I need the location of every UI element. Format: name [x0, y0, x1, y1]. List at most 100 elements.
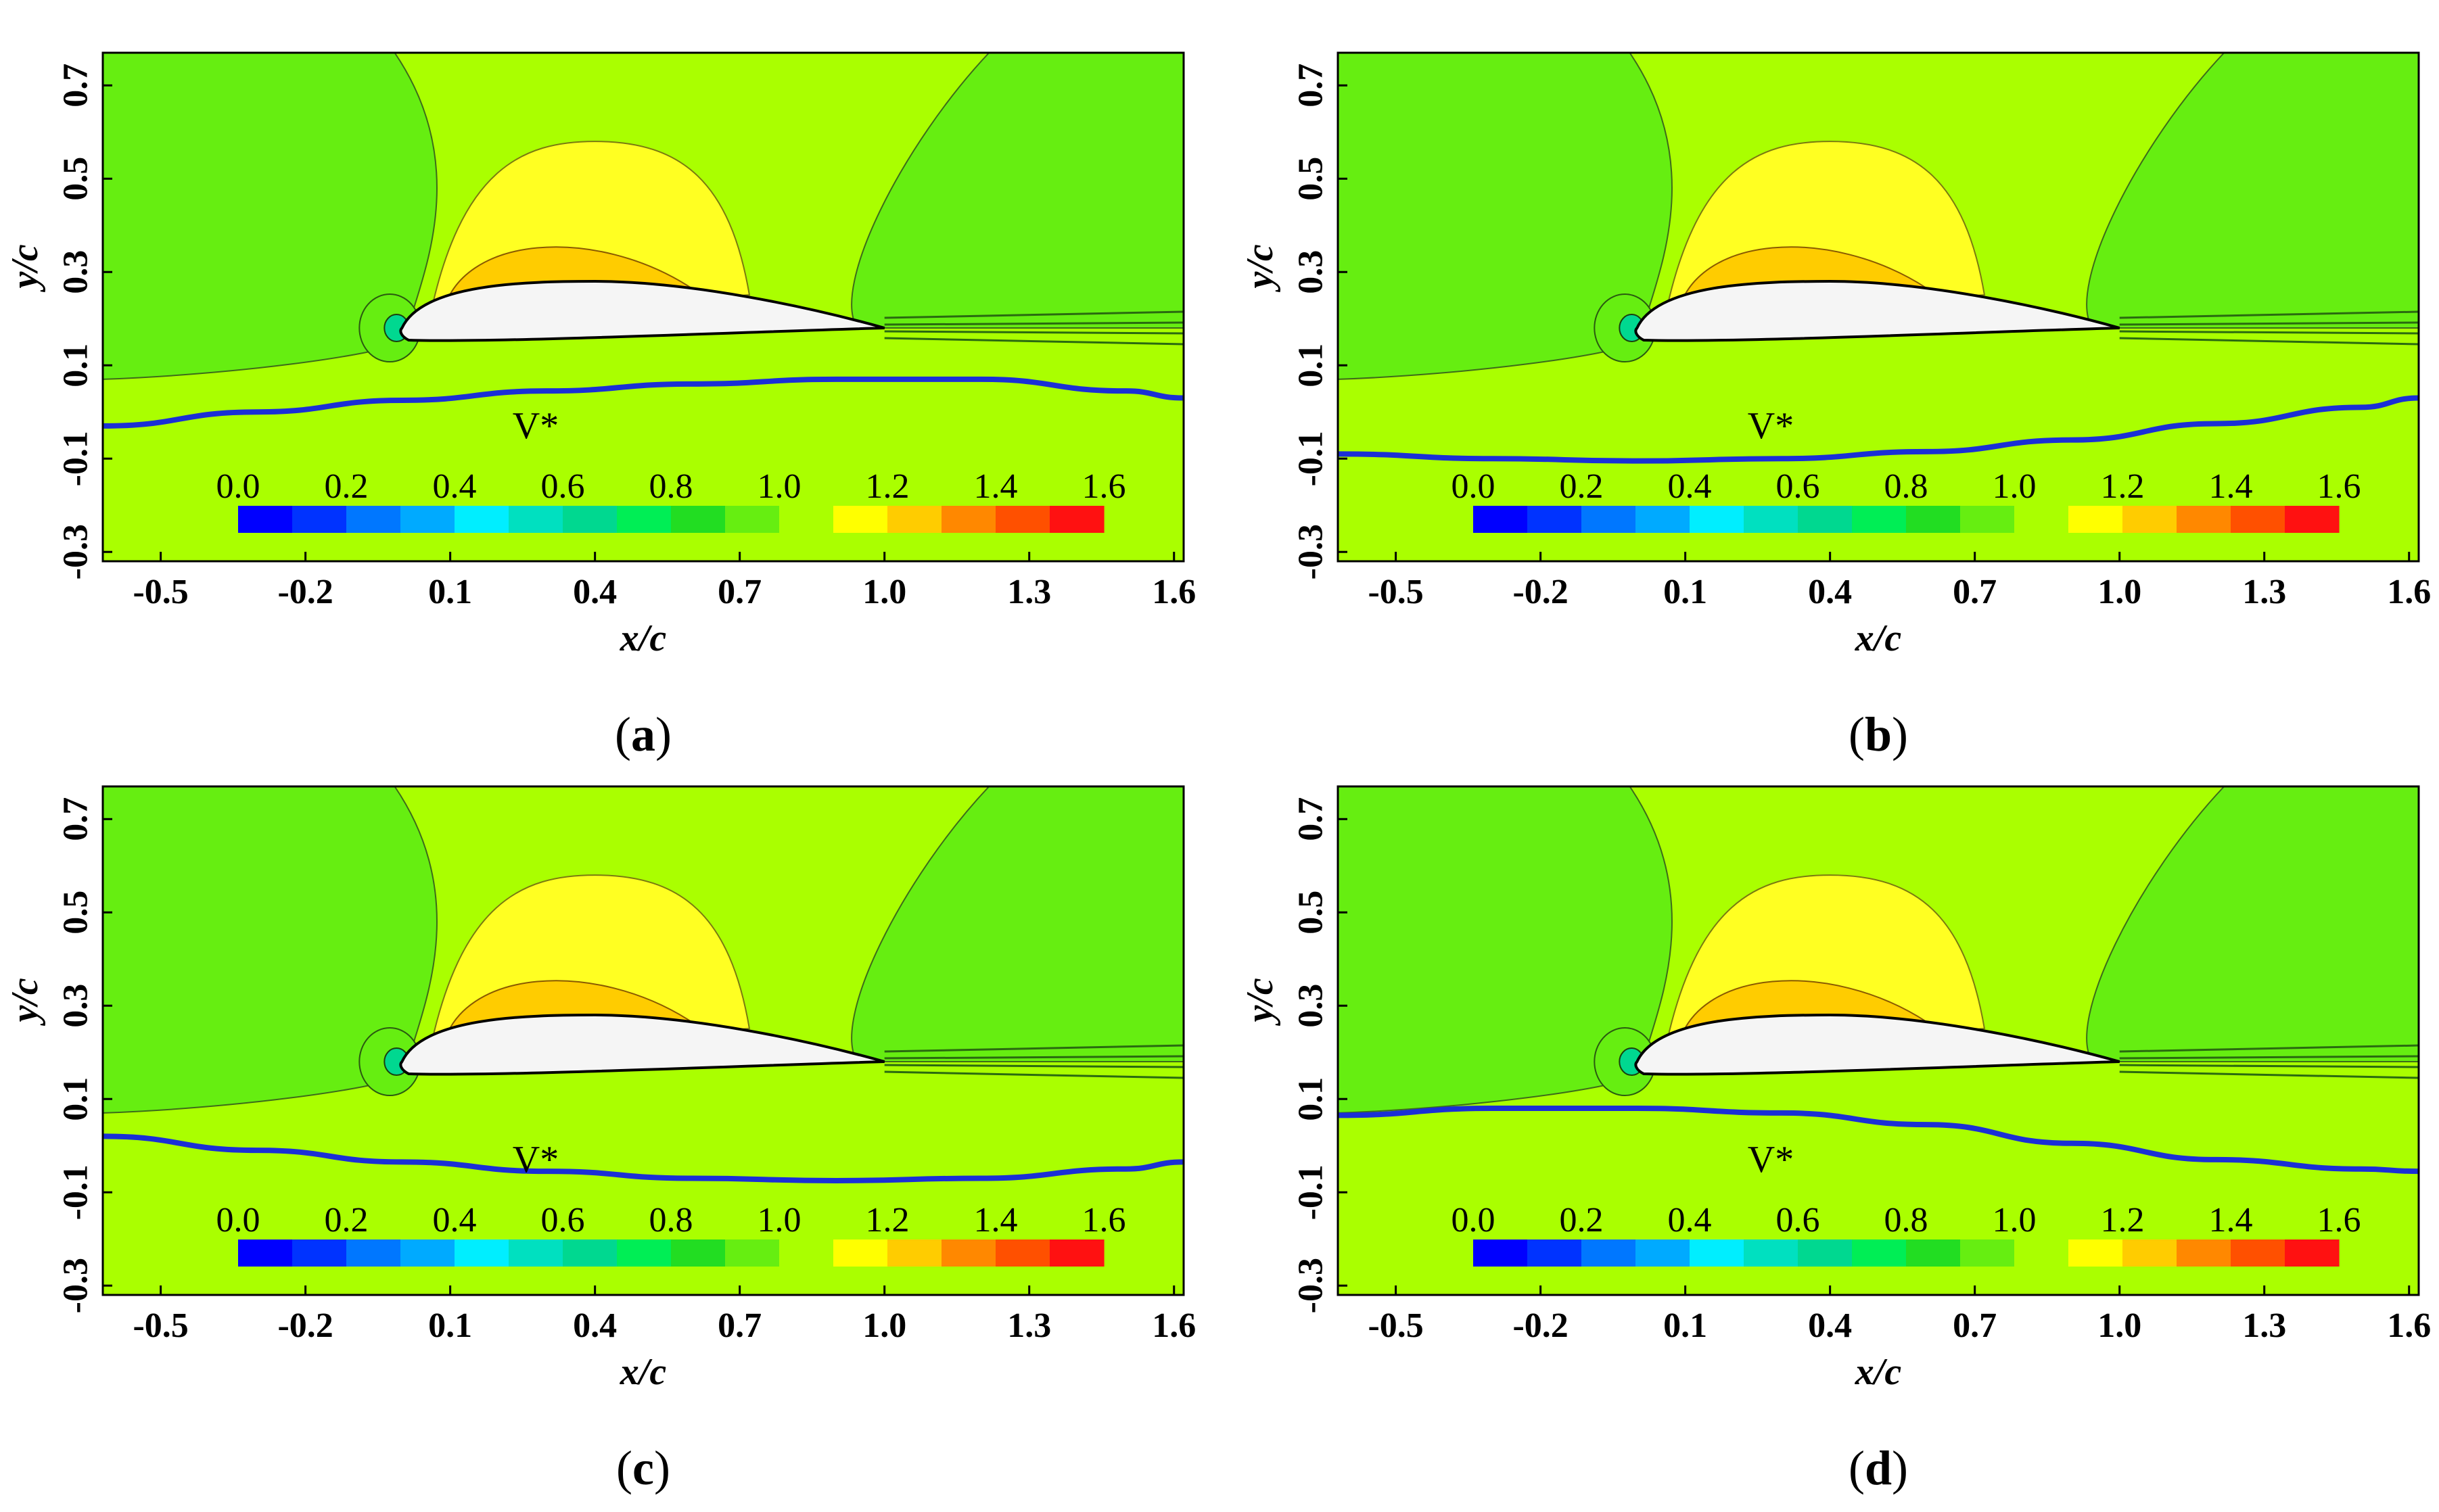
y-tick-label: 0.1 — [1292, 344, 1330, 387]
colorbar-tick-label: 0.2 — [325, 467, 369, 506]
y-tick-label: 0.7 — [1292, 797, 1330, 841]
colorbar-swatch — [1960, 506, 2015, 533]
colorbar-swatch — [400, 506, 455, 533]
colorbar-swatch — [617, 506, 672, 533]
wake-streak — [884, 1064, 1184, 1068]
colorbar-swatch — [346, 506, 401, 533]
colorbar-swatch — [1581, 1239, 1636, 1267]
downstream-region — [2086, 786, 2419, 1063]
colorbar-swatch — [671, 506, 726, 533]
y-axis: -0.3 -0.1 0.1 0.3 0.5 0.7 y/c — [1239, 797, 1347, 1313]
colorbar-swatch — [563, 506, 618, 533]
x-tick-label: -0.5 — [133, 573, 188, 611]
colorbar-tick-label: 1.2 — [2101, 1201, 2145, 1239]
colorbar-swatch — [725, 1239, 780, 1267]
contour-field — [103, 786, 1184, 1295]
plot-frame — [101, 51, 1185, 563]
y-tick-label: 0.1 — [1292, 1077, 1330, 1121]
colorbar-tick-label: 1.6 — [1082, 467, 1126, 506]
colorbar-tick-label: 0.2 — [325, 1201, 369, 1239]
y-tick-label: 0.1 — [57, 1077, 95, 1121]
wake-streak — [884, 337, 1184, 346]
colorbar-swatch — [1581, 506, 1636, 533]
colorbar-swatch — [1473, 506, 1528, 533]
x-tick-label: 0.7 — [718, 573, 762, 611]
colorbar-swatch — [1527, 506, 1582, 533]
colorbar-tick-label: 0.4 — [433, 467, 477, 506]
x-tick-label: -0.2 — [277, 1306, 333, 1345]
colorbar-tick-label: 0.6 — [541, 467, 585, 506]
colorbar-tick-label: 0.0 — [216, 467, 260, 506]
x-tick-label: 0.7 — [1953, 1306, 1997, 1345]
x-tick-label: 0.1 — [1663, 573, 1707, 611]
colorbar-swatch — [1906, 506, 1961, 533]
x-tick-label: 1.3 — [2242, 573, 2286, 611]
colorbar-tick-label: 0.8 — [1884, 467, 1928, 506]
x-tick-label: 0.4 — [573, 1306, 617, 1345]
x-tick-label: -0.2 — [1512, 1306, 1568, 1345]
x-axis: -0.5 -0.2 0.1 0.4 0.7 1.0 1.3 1.6 x/c — [1368, 1285, 2431, 1393]
colorbar-swatch — [2068, 506, 2123, 533]
contour-field — [1338, 53, 2419, 561]
colorbar-swatch — [2177, 1239, 2231, 1267]
x-tick-label: 1.0 — [2097, 1306, 2141, 1345]
colorbar-swatch — [1635, 1239, 1690, 1267]
y-tick-label: -0.1 — [1292, 1164, 1330, 1220]
wake-streak — [2119, 337, 2419, 346]
x-tick-label: 1.6 — [1152, 573, 1196, 611]
y-tick-label: 0.3 — [1292, 250, 1330, 294]
panel-caption: (c) — [616, 1441, 670, 1495]
colorbar-tick-label: 0.0 — [216, 1201, 260, 1239]
y-axis: -0.3 -0.1 0.1 0.3 0.5 0.7 y/c — [4, 797, 112, 1313]
colorbar-swatch — [1798, 506, 1853, 533]
downstream-region — [851, 786, 1184, 1063]
colorbar-tick-label: 0.8 — [649, 467, 693, 506]
wall-profile-line — [103, 376, 1184, 429]
y-tick-label: 0.1 — [57, 344, 95, 387]
y-tick-label: 0.7 — [57, 797, 95, 841]
colorbar-title: V* — [513, 405, 559, 447]
colorbar-tick-label: 0.4 — [433, 1201, 477, 1239]
y-tick-label: -0.3 — [57, 524, 95, 580]
x-tick-label: 1.0 — [862, 1306, 906, 1345]
colorbar-swatch — [509, 1239, 563, 1267]
colorbar-swatch — [2285, 1239, 2340, 1267]
wake-streak — [884, 330, 1184, 335]
y-axis-label: y/c — [1239, 978, 1281, 1026]
plot-frame — [1337, 51, 2420, 563]
airfoil — [399, 1014, 885, 1076]
panel-caption: (a) — [615, 707, 672, 761]
wake-streak — [2119, 1064, 2419, 1068]
x-tick-label: -0.5 — [1368, 1306, 1423, 1345]
colorbar-swatch — [996, 1239, 1050, 1267]
colorbar-tick-label: 1.4 — [2209, 467, 2253, 506]
panel-caption: (d) — [1849, 1441, 1908, 1495]
panel-caption: (b) — [1849, 707, 1908, 761]
colorbar-tick-label: 0.6 — [1776, 1201, 1820, 1239]
colorbar-swatch — [1744, 1239, 1798, 1267]
airfoil — [399, 280, 885, 342]
x-tick-label: 0.7 — [718, 1306, 762, 1345]
colorbar-swatch — [887, 1239, 942, 1267]
colorbar-swatch — [1690, 1239, 1744, 1267]
plot-frame — [1337, 785, 2420, 1296]
x-tick-label: -0.5 — [1368, 573, 1423, 611]
colorbar-swatch — [2285, 506, 2340, 533]
colorbar-swatch — [509, 506, 563, 533]
airfoil — [1634, 1014, 2120, 1076]
wake-streak — [2119, 1055, 2419, 1060]
x-tick-label: -0.2 — [1512, 573, 1568, 611]
x-tick-label: 1.0 — [2097, 573, 2141, 611]
colorbar-tick-label: 0.6 — [541, 1201, 585, 1239]
x-axis: -0.5 -0.2 0.1 0.4 0.7 1.0 1.3 1.6 x/c — [1368, 552, 2431, 659]
y-tick-label: 0.3 — [1292, 984, 1330, 1028]
wake-streak — [884, 1070, 1184, 1079]
colorbar: V* 0.0 0.2 0.4 0.6 0.8 1.0 1.2 1.4 1.6 — [216, 1139, 1126, 1267]
y-tick-label: 0.7 — [57, 64, 95, 108]
y-tick-label: 0.3 — [57, 984, 95, 1028]
colorbar-tick-label: 1.0 — [1993, 467, 2037, 506]
x-tick-label: 0.1 — [1663, 1306, 1707, 1345]
colorbar-swatch — [292, 1239, 347, 1267]
x-tick-label: 1.6 — [1152, 1306, 1196, 1345]
wake-streak — [2119, 310, 2419, 319]
